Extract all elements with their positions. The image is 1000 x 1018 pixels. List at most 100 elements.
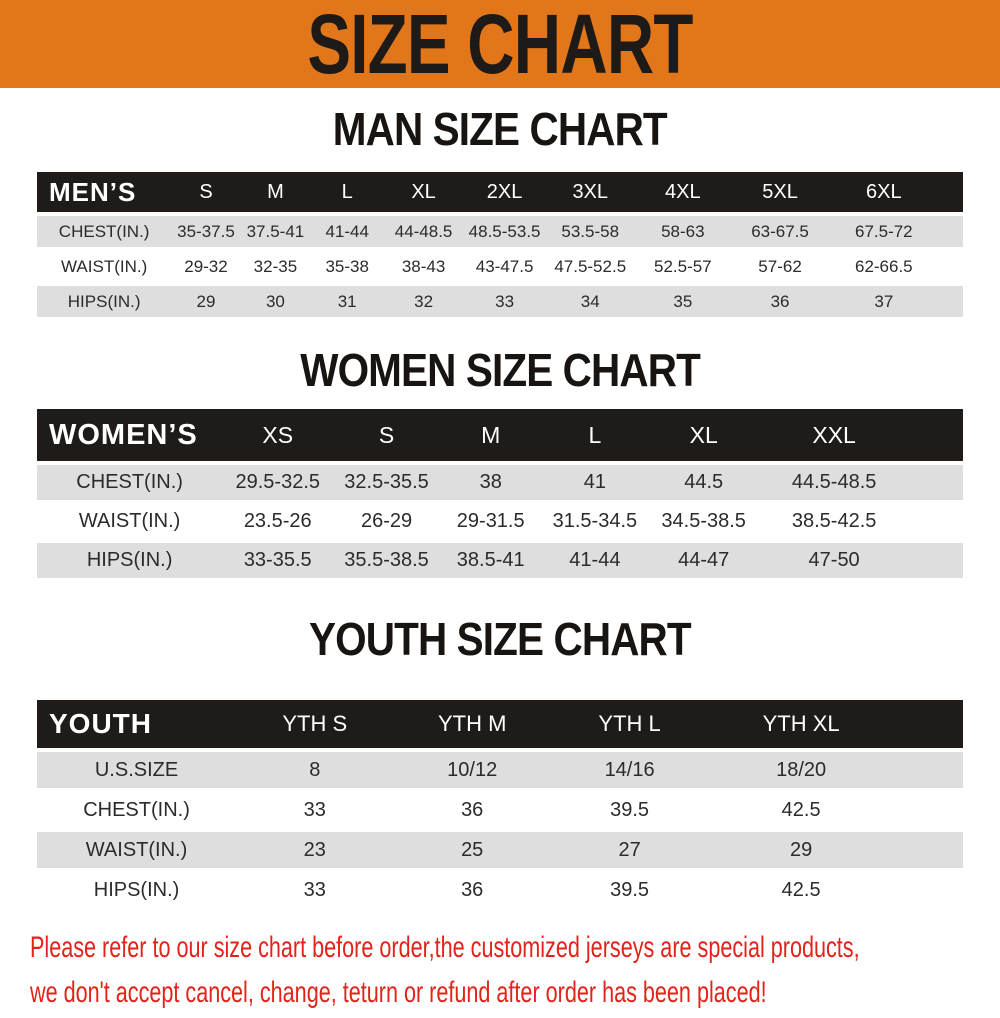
row-label: WAIST(IN.) [37, 832, 237, 868]
size-value-cell: 38.5-42.5 [759, 504, 963, 539]
size-value-cell: 29.5-32.5 [222, 465, 334, 500]
youth-hips-row: HIPS(IN.) 33 36 39.5 42.5 [37, 872, 963, 908]
size-value-cell: 41-44 [310, 216, 385, 247]
size-value-cell: 10/12 [393, 752, 551, 788]
men-table-corner-label: MEN’S [37, 172, 172, 212]
order-notice-line-1: Please refer to our size chart before or… [30, 928, 1000, 973]
men-size-column-header: XL [384, 172, 463, 212]
size-value-cell: 63-67.5 [731, 216, 829, 247]
size-value-cell: 47.5-52.5 [546, 251, 635, 282]
size-value-cell: 35.5-38.5 [333, 543, 440, 578]
size-value-cell: 38-43 [384, 251, 463, 282]
men-size-column-header: M [240, 172, 311, 212]
man-section-heading-text: MAN SIZE CHART [332, 103, 668, 155]
man-section-heading: MAN SIZE CHART [0, 106, 1000, 154]
size-value-cell: 23 [236, 832, 394, 868]
row-label: CHEST(IN.) [37, 216, 172, 247]
size-value-cell: 35 [634, 286, 732, 317]
size-value-cell: 26-29 [333, 504, 440, 539]
size-value-cell: 41-44 [541, 543, 649, 578]
size-value-cell: 8 [236, 752, 394, 788]
size-value-cell: 44.5 [648, 465, 760, 500]
row-label: U.S.SIZE [37, 752, 237, 788]
size-value-cell: 39.5 [550, 872, 709, 908]
order-notice: Please refer to our size chart before or… [30, 928, 1000, 1018]
women-chest-row: CHEST(IN.) 29.5-32.5 32.5-35.5 38 41 44.5 44.5… [37, 465, 963, 500]
size-value-cell: 35-37.5 [171, 216, 241, 247]
order-notice-line-2-text: we don't accept cancel, change, teturn o… [30, 976, 767, 1009]
size-value-cell: 36 [393, 792, 551, 828]
men-size-column-header: 4XL [634, 172, 732, 212]
youth-section-heading-text: YOUTH SIZE CHART [309, 613, 692, 665]
youth-size-column-header: YTH L [550, 700, 709, 748]
men-size-column-header: S [171, 172, 241, 212]
size-value-cell: 30 [240, 286, 311, 317]
size-value-cell: 62-66.5 [828, 251, 963, 282]
row-label: CHEST(IN.) [37, 792, 237, 828]
size-value-cell: 29-32 [171, 251, 241, 282]
size-value-cell: 33 [462, 286, 547, 317]
size-value-cell: 32-35 [240, 251, 311, 282]
size-value-cell: 37 [828, 286, 963, 317]
order-notice-line-2: we don't accept cancel, change, teturn o… [30, 973, 1000, 1018]
women-waist-row: WAIST(IN.) 23.5-26 26-29 29-31.5 31.5-34.5 34… [37, 504, 963, 539]
size-value-cell: 38 [439, 465, 542, 500]
size-value-cell: 36 [731, 286, 829, 317]
order-notice-line-1-text: Please refer to our size chart before or… [30, 931, 860, 964]
women-size-column-header: XS [222, 409, 334, 461]
size-value-cell: 34 [546, 286, 635, 317]
size-value-cell: 38.5-41 [439, 543, 542, 578]
women-section-heading: WOMEN SIZE CHART [0, 347, 1000, 395]
size-value-cell: 32.5-35.5 [333, 465, 440, 500]
size-value-cell: 57-62 [731, 251, 829, 282]
youth-size-column-header: YTH S [236, 700, 394, 748]
women-section-heading-text: WOMEN SIZE CHART [300, 344, 701, 396]
row-label: HIPS(IN.) [37, 872, 237, 908]
youth-size-column-header: YTH M [393, 700, 551, 748]
size-value-cell: 34.5-38.5 [648, 504, 760, 539]
row-label: CHEST(IN.) [37, 465, 223, 500]
men-size-table: MEN’S S M L XL 2XL 3XL 4XL 5XL 6XL CHEST(IN.) 35-… [37, 168, 963, 321]
size-value-cell: 58-63 [634, 216, 732, 247]
row-label: HIPS(IN.) [37, 543, 223, 578]
women-size-column-header: M [439, 409, 542, 461]
women-hips-row: HIPS(IN.) 33-35.5 35.5-38.5 38.5-41 41-44 44-… [37, 543, 963, 578]
page-title: SIZE CHART [307, 0, 693, 91]
men-size-column-header: 3XL [546, 172, 635, 212]
size-value-cell: 48.5-53.5 [462, 216, 547, 247]
row-label: WAIST(IN.) [37, 251, 172, 282]
size-value-cell: 53.5-58 [546, 216, 635, 247]
size-value-cell: 27 [550, 832, 709, 868]
size-value-cell: 39.5 [550, 792, 709, 828]
size-value-cell: 29-31.5 [439, 504, 542, 539]
women-size-table: WOMEN’S XS S M L XL XXL CHEST(IN.) 29.5-32.5 32… [37, 405, 963, 582]
men-waist-row: WAIST(IN.) 29-32 32-35 35-38 38-43 43-47.5 47.… [37, 251, 963, 282]
size-value-cell: 42.5 [708, 792, 963, 828]
youth-waist-row: WAIST(IN.) 23 25 27 29 [37, 832, 963, 868]
size-value-cell: 33-35.5 [222, 543, 334, 578]
size-value-cell: 36 [393, 872, 551, 908]
size-value-cell: 31.5-34.5 [541, 504, 649, 539]
size-value-cell: 44-48.5 [384, 216, 463, 247]
women-size-column-header: XL [648, 409, 760, 461]
men-size-column-header: 6XL [828, 172, 963, 212]
men-header-row: MEN’S S M L XL 2XL 3XL 4XL 5XL 6XL [37, 172, 963, 212]
size-value-cell: 41 [541, 465, 649, 500]
youth-header-row: YOUTH YTH S YTH M YTH L YTH XL [37, 700, 963, 748]
men-size-column-header: L [310, 172, 385, 212]
youth-chest-row: CHEST(IN.) 33 36 39.5 42.5 [37, 792, 963, 828]
size-value-cell: 44.5-48.5 [759, 465, 963, 500]
size-value-cell: 44-47 [648, 543, 760, 578]
men-size-column-header: 2XL [462, 172, 547, 212]
youth-size-table: YOUTH YTH S YTH M YTH L YTH XL U.S.SIZE 8 10/… [37, 696, 963, 912]
size-value-cell: 33 [236, 872, 394, 908]
youth-ussize-row: U.S.SIZE 8 10/12 14/16 18/20 [37, 752, 963, 788]
women-table-corner-label: WOMEN’S [37, 409, 223, 461]
youth-section-heading: YOUTH SIZE CHART [0, 616, 1000, 664]
size-value-cell: 25 [393, 832, 551, 868]
size-value-cell: 47-50 [759, 543, 963, 578]
women-size-column-header: XXL [759, 409, 963, 461]
size-value-cell: 14/16 [550, 752, 709, 788]
men-size-column-header: 5XL [731, 172, 829, 212]
size-value-cell: 23.5-26 [222, 504, 334, 539]
